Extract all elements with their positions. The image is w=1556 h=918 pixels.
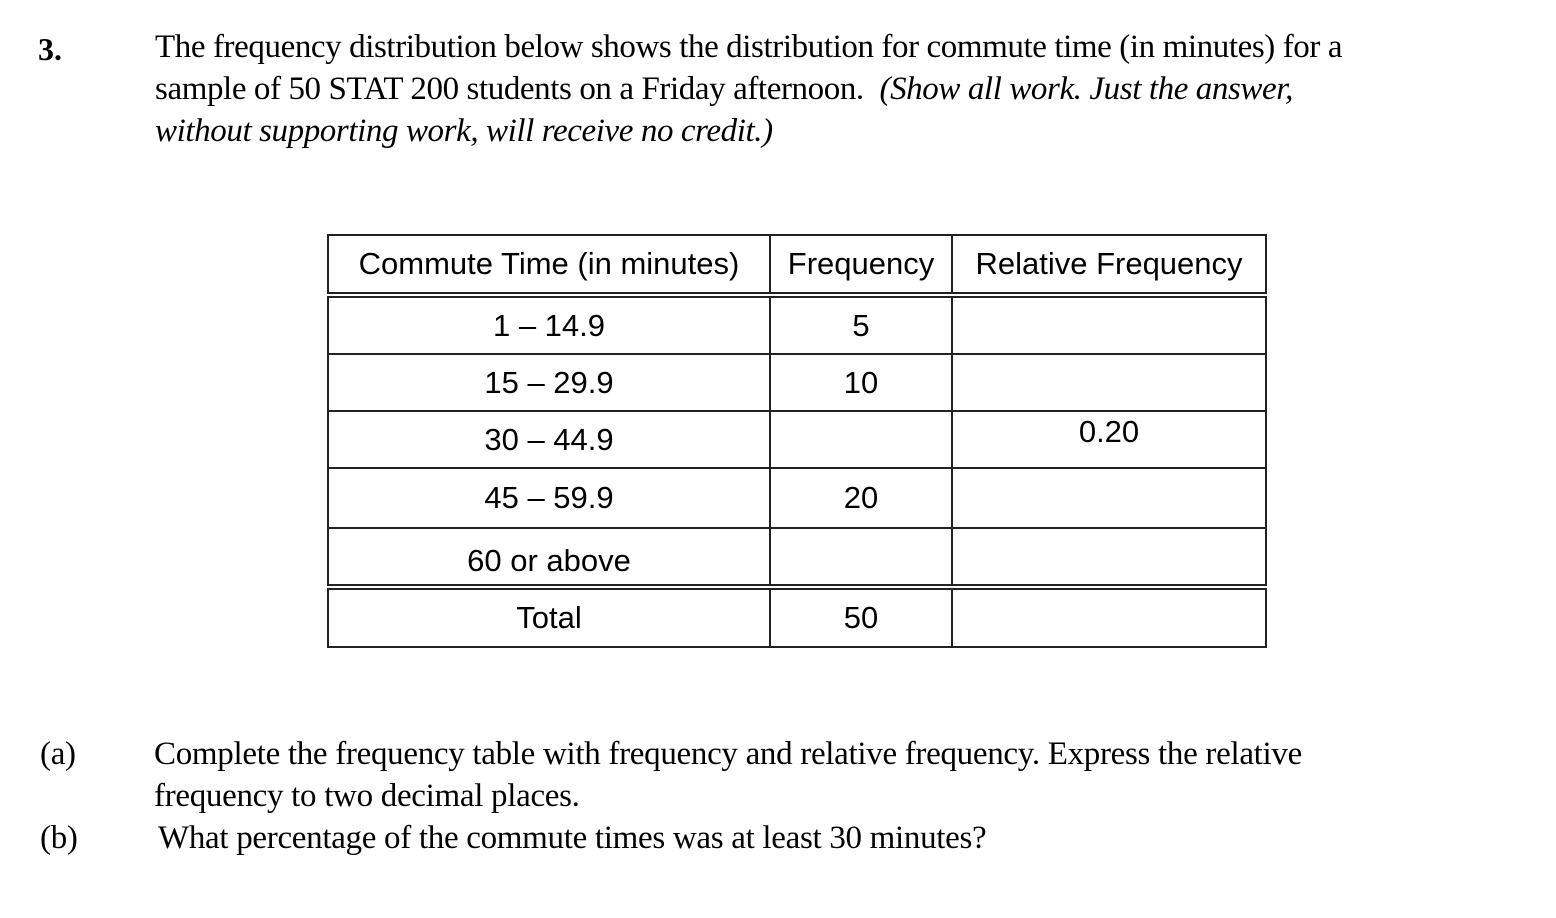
interval-cell: 45 – 59.9 <box>327 467 771 529</box>
relative-frequency-cell <box>951 353 1267 412</box>
relative-frequency-value: 0.20 <box>1078 413 1140 449</box>
header-commute-time: Commute Time (in minutes) <box>327 234 771 298</box>
question-number: 3. <box>38 31 62 67</box>
question-text: The frequency distribution below shows t… <box>155 26 1545 152</box>
table-row: 15 – 29.9 10 <box>327 353 1267 412</box>
instruction-text-1: (Show all work. Just the answer, <box>879 71 1293 107</box>
frequency-cell <box>769 527 953 590</box>
frequency-table: Commute Time (in minutes) Frequency Rela… <box>327 234 1267 648</box>
table-row: 30 – 44.9 0.20 <box>327 410 1267 469</box>
interval-cell: 60 or above <box>327 527 771 590</box>
total-label-cell: Total <box>327 586 771 648</box>
part-b-label: (b) <box>40 820 78 856</box>
table-row: 60 or above <box>327 527 1267 590</box>
frequency-cell <box>769 410 953 469</box>
question-line-2-text: sample of 50 STAT 200 students on a Frid… <box>155 71 880 107</box>
relative-frequency-cell <box>951 294 1267 355</box>
instruction-text-2: without supporting work, will receive no… <box>155 113 773 149</box>
total-relative-frequency-cell <box>951 586 1267 648</box>
relative-frequency-cell: 0.20 <box>951 410 1267 469</box>
interval-value: 60 or above <box>467 542 631 578</box>
interval-cell: 30 – 44.9 <box>327 410 771 469</box>
frequency-cell: 5 <box>769 294 953 355</box>
part-b: (b) What percentage of the commute times… <box>40 817 1540 863</box>
header-frequency: Frequency <box>769 234 953 298</box>
interval-cell: 15 – 29.9 <box>327 353 771 412</box>
part-a: (a) Complete the frequency table with fr… <box>40 733 1540 823</box>
frequency-table-container: Commute Time (in minutes) Frequency Rela… <box>327 234 1267 648</box>
table-row: 1 – 14.9 5 <box>327 294 1267 355</box>
question-line-1: The frequency distribution below shows t… <box>155 29 1343 65</box>
table-total-row: Total 50 <box>327 586 1267 648</box>
table-row: 45 – 59.9 20 <box>327 467 1267 529</box>
total-frequency-cell: 50 <box>769 586 953 648</box>
question-line-2: sample of 50 STAT 200 students on a Frid… <box>155 68 1545 110</box>
frequency-cell: 10 <box>769 353 953 412</box>
frequency-cell: 20 <box>769 467 953 529</box>
part-a-line-2: frequency to two decimal places. <box>154 778 580 814</box>
part-a-label: (a) <box>40 736 76 772</box>
part-a-line-1: Complete the frequency table with freque… <box>154 736 1302 772</box>
question-line-3: without supporting work, will receive no… <box>155 110 1545 152</box>
interval-cell: 1 – 14.9 <box>327 294 771 355</box>
part-b-line-1: What percentage of the commute times was… <box>158 820 987 856</box>
relative-frequency-cell <box>951 467 1267 529</box>
relative-frequency-cell <box>951 527 1267 590</box>
table-header-row: Commute Time (in minutes) Frequency Rela… <box>327 234 1267 298</box>
header-relative-frequency: Relative Frequency <box>951 234 1267 298</box>
